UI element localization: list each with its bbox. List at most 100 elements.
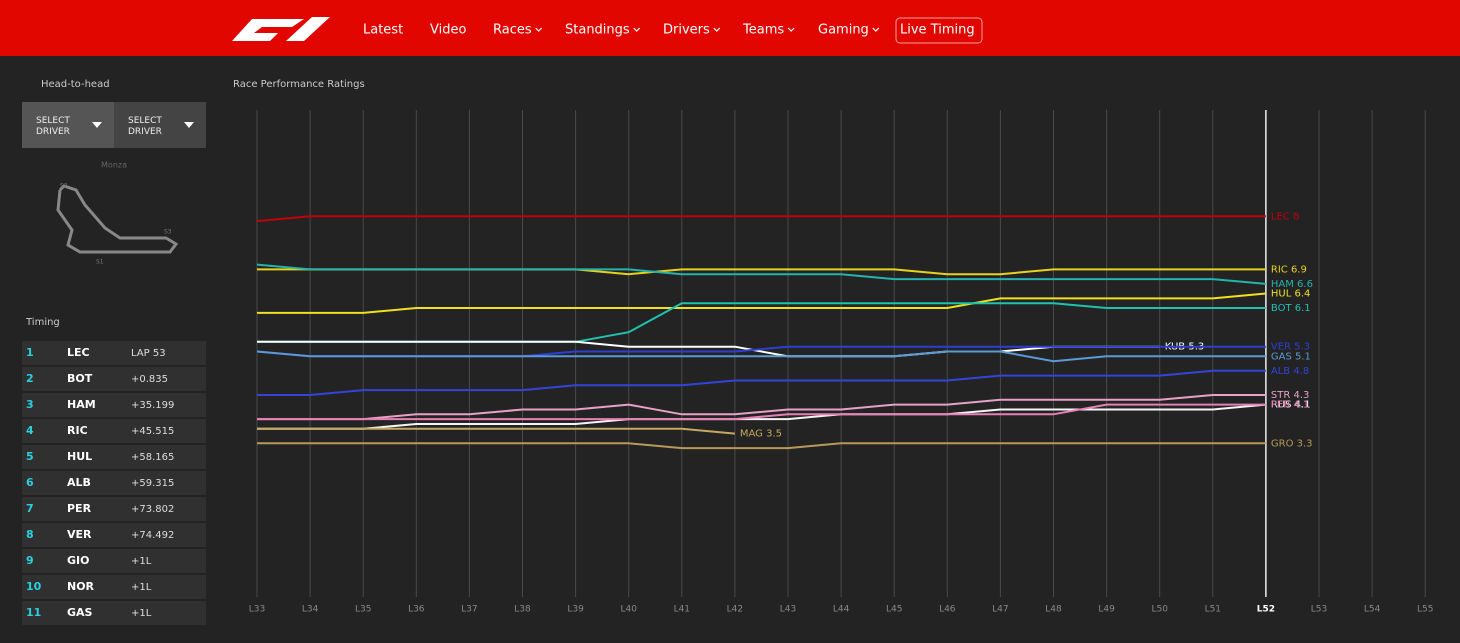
timing-position: 7: [26, 502, 34, 515]
x-tick-label: L34: [302, 605, 319, 615]
button-label: SELECT DRIVER: [36, 116, 70, 137]
series-end-label: BOT 6.1: [1271, 303, 1311, 314]
timing-position: 9: [26, 554, 34, 567]
series-end-label: VER 5.3: [1271, 342, 1310, 353]
series-end-label: RIC 6.9: [1271, 264, 1307, 275]
timing-gap: +74.492: [131, 530, 174, 541]
nav-chevron: [872, 27, 880, 32]
x-tick-label: L33: [249, 605, 265, 615]
x-tick-label: L53: [1311, 605, 1327, 615]
timing-position: 10: [26, 580, 42, 593]
nav-chevron: [535, 27, 543, 32]
timing-position: 8: [26, 528, 34, 541]
sector-label: S2: [60, 183, 68, 190]
timing-gap: +1L: [131, 582, 152, 593]
x-tick-label: L51: [1205, 605, 1221, 615]
timing-position: 4: [26, 424, 34, 437]
timing-row: [22, 601, 206, 625]
series-line: [257, 340, 1160, 358]
nav-item[interactable]: Gaming: [818, 23, 869, 38]
x-tick-label: L41: [674, 605, 690, 615]
timing-row: [22, 445, 206, 469]
timing-gap: +73.802: [131, 504, 174, 515]
timing-position: 5: [26, 450, 34, 463]
chart-title: Race Performance Ratings: [233, 79, 365, 90]
header-bar: [0, 0, 1460, 56]
series-end-label: ALB 4.8: [1271, 366, 1309, 377]
x-tick-label: L54: [1364, 605, 1381, 615]
series-end-label: LEC 8: [1271, 211, 1299, 222]
series-line: [257, 442, 1266, 450]
nav-chevron: [713, 27, 721, 32]
series-line: [257, 394, 1266, 421]
series-end-label: GRO 3.3: [1271, 438, 1313, 449]
track-map: [56, 184, 179, 254]
series-line: [257, 292, 1266, 314]
series-end-label: HUL 6.4: [1271, 289, 1311, 300]
head-to-head-title: Head-to-head: [41, 79, 110, 90]
timing-driver: HAM: [67, 398, 96, 411]
timing-gap: +0.835: [131, 374, 168, 385]
series-end-label: GAS 5.1: [1271, 351, 1311, 362]
timing-position: 3: [26, 398, 34, 411]
nav-item[interactable]: Races: [493, 23, 532, 38]
timing-driver: ALB: [67, 476, 91, 489]
series-line: [256, 263, 1266, 285]
nav-item[interactable]: Teams: [742, 23, 784, 38]
x-tick-label: L39: [567, 605, 584, 615]
x-tick-label: L46: [939, 605, 956, 615]
timing-row: [22, 471, 206, 495]
timing-gap: +35.199: [131, 400, 174, 411]
x-tick-label: L36: [408, 605, 425, 615]
nav-item[interactable]: Drivers: [663, 23, 710, 38]
sector-label: S1: [96, 259, 104, 266]
series-line: [257, 427, 735, 435]
timing-row: [22, 419, 206, 443]
timing-driver: NOR: [67, 580, 95, 593]
series-line: [256, 350, 1266, 363]
nav-chevron: [787, 27, 795, 32]
timing-row: [22, 575, 206, 599]
nav-item[interactable]: Standings: [565, 23, 630, 38]
timing-position: 2: [26, 372, 34, 385]
f1-logo[interactable]: [232, 17, 330, 41]
timing-driver: GAS: [67, 606, 93, 619]
timing-row: [22, 393, 206, 417]
nav-item[interactable]: Video: [430, 23, 466, 38]
x-tick-label: L40: [620, 605, 637, 615]
series-end-label: RUS 4.1: [1271, 400, 1311, 411]
x-tick-label: L50: [1151, 605, 1168, 615]
timing-row: [22, 367, 206, 391]
timing-gap: +45.515: [131, 426, 174, 437]
series-end-label: PER 4.1: [1271, 400, 1309, 411]
timing-row: [22, 523, 206, 547]
live-timing-box: [895, 17, 983, 44]
series-end-label: STR 4.3: [1271, 390, 1310, 401]
dropdown-arrow: [184, 122, 194, 128]
timing-gap: +58.165: [131, 452, 174, 463]
circuit-name: Monza: [101, 161, 127, 170]
timing-row: [22, 497, 206, 521]
nav-item[interactable]: Latest: [363, 23, 403, 38]
series-line: [257, 403, 1266, 430]
x-tick-label: L44: [833, 605, 850, 615]
x-tick-label: L38: [514, 605, 531, 615]
x-tick-label: L52: [1257, 605, 1275, 615]
timing-position: 11: [26, 606, 41, 619]
series-line: [257, 369, 1266, 396]
series-line: [257, 403, 1266, 421]
series-end-label: MAG 3.5: [740, 429, 782, 440]
timing-driver: BOT: [67, 372, 93, 385]
nav-item[interactable]: Live Timing: [900, 23, 975, 38]
x-tick-label: L42: [727, 605, 743, 615]
timing-gap: +1L: [131, 608, 152, 619]
timing-gap: +59.315: [131, 478, 174, 489]
timing-gap: LAP 53: [131, 348, 166, 359]
dropdown-arrow: [92, 122, 102, 128]
x-tick-label: L47: [992, 605, 1008, 615]
sector-label: S3: [164, 229, 172, 236]
timing-position: 1: [26, 346, 34, 359]
series-line: [256, 215, 1266, 223]
